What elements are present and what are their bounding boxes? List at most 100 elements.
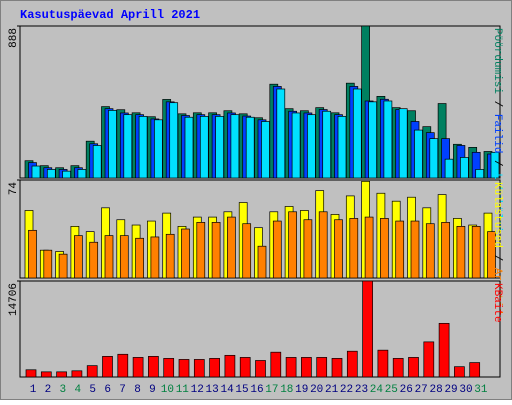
y-tick-label: 888: [8, 28, 20, 48]
bar: [349, 218, 359, 279]
bar: [199, 116, 209, 179]
legend-entry: KBaite: [491, 283, 503, 323]
bar: [40, 371, 52, 378]
bar: [490, 151, 500, 179]
bar: [43, 249, 53, 279]
x-tick-label: 13: [206, 384, 219, 396]
bar: [224, 354, 236, 378]
x-tick-label: 4: [74, 384, 81, 396]
x-tick-label: 11: [176, 384, 190, 396]
bar: [307, 114, 316, 179]
bar: [261, 121, 270, 179]
bar: [227, 216, 236, 279]
bar: [303, 219, 313, 279]
bar: [456, 226, 466, 279]
bar: [425, 223, 435, 279]
bar: [163, 358, 175, 378]
bar: [471, 226, 481, 279]
x-tick-label: 30: [459, 384, 472, 396]
bar: [469, 362, 481, 378]
bar: [196, 222, 206, 279]
bar: [288, 211, 297, 279]
bar: [104, 235, 114, 279]
bar: [429, 138, 439, 179]
y-tick-label: 14706: [8, 283, 20, 316]
bar: [123, 114, 133, 179]
x-tick-label: 18: [280, 384, 293, 396]
bar: [414, 129, 423, 179]
bar: [364, 216, 374, 279]
bar: [215, 116, 224, 179]
bar: [380, 218, 389, 279]
bar: [454, 366, 465, 378]
bar: [74, 235, 83, 279]
bar: [423, 341, 435, 378]
x-tick-label: 26: [400, 384, 413, 396]
bar: [178, 359, 190, 378]
x-tick-label: 27: [415, 384, 428, 396]
y-tick-label: 74: [8, 182, 20, 196]
bar: [383, 100, 393, 179]
legend-separator: /: [491, 248, 503, 268]
x-tick-label: 3: [60, 384, 67, 396]
bar: [368, 101, 377, 179]
x-tick-label: 5: [89, 384, 96, 396]
bar: [346, 350, 358, 378]
x-tick-label: 12: [191, 384, 204, 396]
x-tick-label: 16: [250, 384, 263, 396]
x-tick-label: 17: [265, 384, 278, 396]
bar: [89, 241, 99, 279]
legend: KBaite: [491, 283, 503, 323]
bar: [86, 365, 98, 378]
bar: [119, 235, 129, 279]
bar: [257, 245, 267, 279]
bar: [209, 358, 220, 378]
bar: [398, 108, 408, 179]
bar: [108, 110, 117, 179]
bar: [362, 280, 373, 378]
bar: [135, 237, 144, 279]
x-tick-label: 9: [149, 384, 156, 396]
bar: [441, 222, 450, 279]
bar: [169, 102, 179, 179]
bar: [395, 220, 405, 279]
bar: [165, 233, 175, 279]
bar: [239, 357, 251, 378]
legend-entry: Pöördumisi: [491, 28, 503, 94]
chart-title: Kasutuspäevad Aprill 2021: [20, 8, 200, 22]
bar: [270, 351, 282, 378]
x-tick-label: 22: [340, 384, 353, 396]
bar: [475, 169, 485, 179]
x-tick-label: 23: [355, 384, 368, 396]
bar: [408, 357, 419, 378]
bar: [318, 211, 328, 279]
bar: [71, 370, 83, 378]
bar: [58, 253, 68, 279]
bar: [352, 88, 362, 179]
bar: [28, 229, 37, 279]
bar: [444, 158, 454, 179]
x-tick-label: 29: [444, 384, 457, 396]
bar: [331, 358, 343, 378]
bar: [102, 356, 113, 378]
bar: [25, 369, 37, 378]
bar: [117, 353, 129, 378]
bar: [285, 357, 297, 378]
bar: [334, 219, 343, 279]
x-tick-label: 14: [220, 384, 234, 396]
x-tick-label: 19: [295, 384, 308, 396]
x-tick-label: 21: [325, 384, 339, 396]
bar: [460, 157, 469, 179]
x-tick-label: 1: [30, 384, 37, 396]
bar: [181, 228, 190, 279]
x-tick-label: 6: [104, 384, 111, 396]
bar: [377, 349, 389, 378]
bar: [392, 358, 404, 378]
bar: [245, 116, 255, 179]
x-tick-label: 20: [310, 384, 323, 396]
bar: [31, 165, 41, 179]
bar: [148, 356, 159, 378]
x-tick-label: 28: [430, 384, 443, 396]
x-tick-label: 7: [119, 384, 126, 396]
